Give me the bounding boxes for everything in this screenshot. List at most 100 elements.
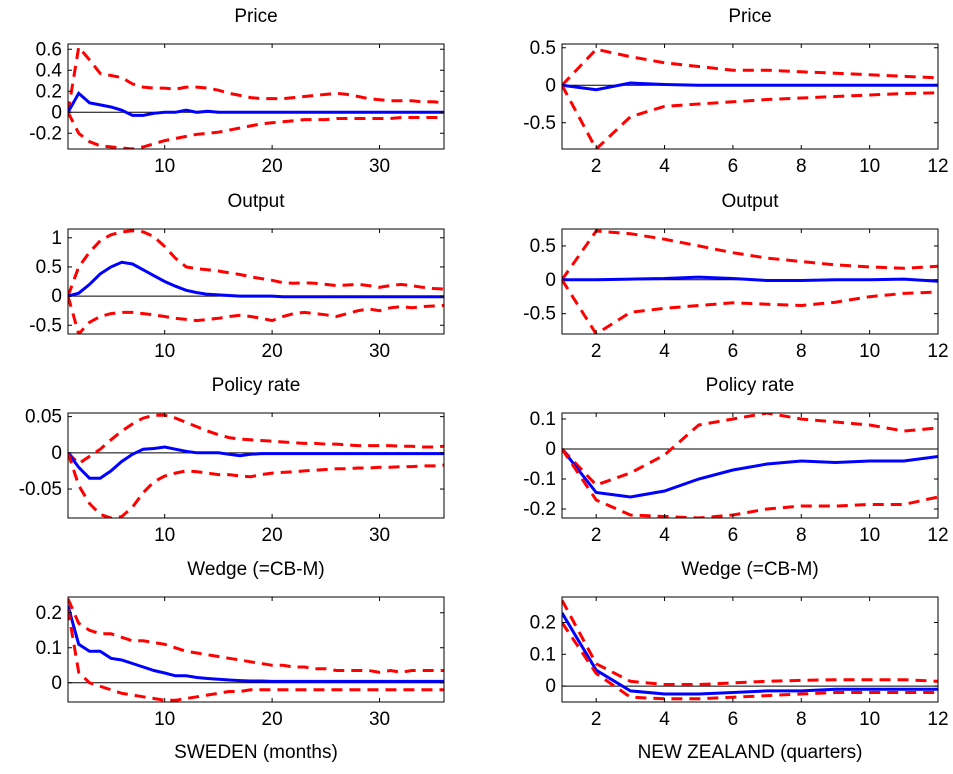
y-tick-label: 0.1 bbox=[530, 409, 556, 430]
panel-2: Output 10 20 30 -0.5 0 0.5 1 bbox=[29, 191, 445, 362]
panel-title: Policy rate bbox=[706, 375, 795, 396]
y-tick-label: 0 bbox=[51, 102, 62, 123]
axes-box bbox=[561, 228, 939, 335]
x-tick-label: 30 bbox=[369, 156, 390, 177]
y-tick-label: 0.2 bbox=[36, 603, 62, 624]
y-tick-label: 1 bbox=[51, 228, 62, 249]
x-axis-label: SWEDEN (months) bbox=[174, 742, 338, 763]
x-tick-label: 10 bbox=[154, 709, 175, 730]
y-tick-label: -0.5 bbox=[523, 304, 556, 325]
lower-band-line bbox=[562, 278, 938, 334]
lower-band-line bbox=[68, 295, 444, 334]
x-tick-label: 6 bbox=[728, 525, 739, 546]
y-tick-label: 0.2 bbox=[36, 81, 62, 102]
x-tick-label: 30 bbox=[369, 341, 390, 362]
lower-band-line bbox=[68, 609, 444, 702]
irf-line bbox=[68, 90, 444, 117]
irf-line bbox=[562, 81, 938, 92]
upper-band-line bbox=[68, 598, 444, 674]
y-tick-label: 0.2 bbox=[530, 612, 556, 633]
irf-line bbox=[562, 448, 938, 499]
lower-band-line bbox=[68, 452, 444, 518]
x-tick-label: 10 bbox=[154, 341, 175, 362]
x-tick-label: 6 bbox=[728, 341, 739, 362]
axes-box bbox=[561, 412, 939, 519]
y-tick-label: 0 bbox=[51, 673, 62, 694]
axes-box bbox=[561, 43, 939, 150]
irf-line bbox=[68, 445, 444, 480]
x-tick-label: 30 bbox=[369, 709, 390, 730]
axes-box bbox=[67, 228, 445, 335]
x-tick-label: 12 bbox=[927, 156, 948, 177]
x-tick-label: 8 bbox=[796, 156, 807, 177]
x-tick-label: 12 bbox=[927, 341, 948, 362]
y-tick-label: 0.1 bbox=[36, 638, 62, 659]
panel-3: Output 2 4 6 8 10 12 -0.5 0 0.5 bbox=[523, 191, 948, 362]
x-tick-label: 2 bbox=[591, 709, 602, 730]
lower-band-line bbox=[68, 111, 444, 149]
y-tick-label: -0.5 bbox=[523, 113, 556, 134]
irf-line bbox=[68, 260, 444, 299]
y-tick-label: 0.6 bbox=[36, 39, 62, 60]
y-tick-label: -0.2 bbox=[523, 499, 556, 520]
y-tick-label: 0 bbox=[545, 75, 556, 96]
y-tick-label: 0 bbox=[545, 270, 556, 291]
x-tick-label: 6 bbox=[728, 156, 739, 177]
panel-0: Price 10 20 30 -0.200.20.40.6 bbox=[29, 6, 445, 177]
panel-6: Wedge (=CB-M) 10 20 30 0 0.1 0.2 SWEDEN (months… bbox=[36, 559, 445, 763]
x-tick-label: 6 bbox=[728, 709, 739, 730]
x-tick-label: 20 bbox=[262, 709, 283, 730]
y-tick-label: 0.4 bbox=[36, 60, 63, 81]
y-tick-label: -0.05 bbox=[19, 479, 62, 500]
x-tick-label: 8 bbox=[796, 341, 807, 362]
x-tick-label: 2 bbox=[591, 341, 602, 362]
panel-5: Policy rate 2 4 6 8 10 12 -0.2 -0.1 0 0.1 bbox=[523, 375, 948, 546]
y-tick-label: 0 bbox=[545, 676, 556, 697]
panel-title: Policy rate bbox=[212, 375, 301, 396]
y-tick-label: 0.5 bbox=[530, 38, 556, 59]
panel-title: Wedge (=CB-M) bbox=[681, 559, 818, 580]
irf-line bbox=[562, 612, 938, 696]
x-tick-label: 20 bbox=[262, 156, 283, 177]
upper-band-line bbox=[68, 229, 444, 297]
panel-7: Wedge (=CB-M) 2 4 6 8 10 12 0 0.1 0.2 NEW ZEALAND … bbox=[530, 559, 949, 763]
upper-band-line bbox=[562, 413, 938, 487]
x-tick-label: 10 bbox=[154, 525, 175, 546]
x-tick-label: 10 bbox=[859, 341, 880, 362]
panel-title: Price bbox=[728, 6, 771, 27]
panel-title: Output bbox=[721, 191, 779, 212]
x-axis-label: NEW ZEALAND (quarters) bbox=[638, 742, 863, 763]
panel-1: Price 2 4 6 8 10 12 -0.5 0 0.5 bbox=[523, 6, 948, 177]
upper-band-line bbox=[562, 47, 938, 87]
y-tick-label: 0.05 bbox=[25, 407, 62, 428]
y-tick-label: -0.2 bbox=[29, 123, 62, 144]
x-tick-label: 4 bbox=[659, 156, 670, 177]
axes-box bbox=[67, 596, 445, 703]
x-tick-label: 10 bbox=[154, 156, 175, 177]
y-tick-label: 0.1 bbox=[530, 644, 556, 665]
x-tick-label: 12 bbox=[927, 525, 948, 546]
x-tick-label: 8 bbox=[796, 709, 807, 730]
lower-band-line bbox=[562, 84, 938, 149]
y-tick-label: -0.1 bbox=[523, 469, 556, 490]
x-tick-label: 30 bbox=[369, 525, 390, 546]
x-tick-label: 8 bbox=[796, 525, 807, 546]
x-tick-label: 2 bbox=[591, 156, 602, 177]
panel-title: Output bbox=[227, 191, 285, 212]
x-tick-label: 10 bbox=[859, 525, 880, 546]
x-tick-label: 4 bbox=[659, 525, 670, 546]
lower-band-line bbox=[562, 621, 938, 701]
axes-box bbox=[67, 43, 445, 150]
axes-box bbox=[561, 596, 939, 703]
upper-band-line bbox=[562, 229, 938, 281]
panel-title: Wedge (=CB-M) bbox=[187, 559, 324, 580]
x-tick-label: 10 bbox=[859, 156, 880, 177]
x-tick-label: 4 bbox=[659, 341, 670, 362]
upper-band-line bbox=[68, 413, 444, 466]
y-tick-label: 0 bbox=[51, 286, 62, 307]
upper-band-line bbox=[68, 44, 444, 113]
x-tick-label: 2 bbox=[591, 525, 602, 546]
y-tick-label: 0 bbox=[51, 443, 62, 464]
y-tick-label: 0 bbox=[545, 439, 556, 460]
